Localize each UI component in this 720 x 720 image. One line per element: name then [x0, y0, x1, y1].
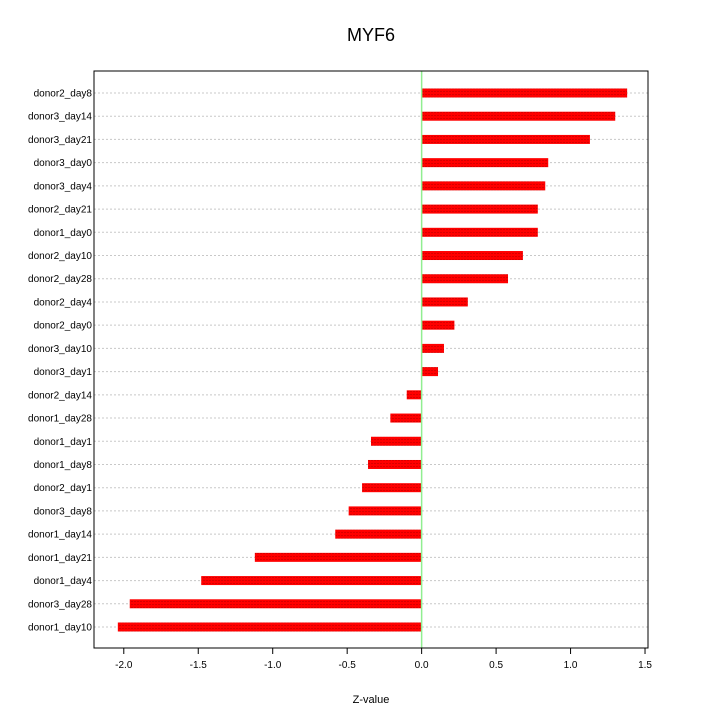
bar-donor2_day1 [362, 483, 422, 493]
x-tick-label: -0.5 [339, 660, 357, 671]
bar-donor3_day10 [421, 343, 444, 353]
category-label: donor2_day14 [28, 390, 92, 401]
bar-donor2_day21 [421, 204, 538, 214]
bar-donor2_day10 [421, 251, 523, 261]
category-label: donor3_day0 [34, 158, 93, 169]
x-axis: -2.0 -1.5 -1.0 -0.5 0.0 0.5 1.0 1.5 [115, 648, 652, 671]
category-label: donor3_day21 [28, 135, 92, 146]
category-label: donor1_day10 [28, 623, 92, 634]
x-tick-label: 1.5 [638, 660, 652, 671]
bar-donor1_day10 [117, 622, 422, 632]
category-label: donor1_day21 [28, 553, 92, 564]
x-tick-label: -1.5 [190, 660, 208, 671]
bar-donor1_day8 [368, 459, 422, 469]
bar-donor1_day28 [390, 413, 422, 423]
category-label: donor1_day14 [28, 530, 92, 541]
x-axis-label: Z-value [353, 694, 390, 706]
x-tick-label: -1.0 [264, 660, 282, 671]
bar-donor2_day28 [421, 274, 509, 284]
bars [117, 88, 628, 632]
bar-donor2_day4 [421, 297, 468, 307]
category-label: donor3_day10 [28, 344, 92, 355]
chart-title: MYF6 [347, 25, 395, 45]
bar-donor3_day14 [421, 111, 616, 121]
category-label: donor2_day10 [28, 251, 92, 262]
category-label: donor2_day28 [28, 274, 92, 285]
category-label: donor2_day21 [28, 205, 92, 216]
bar-donor3_day8 [348, 506, 422, 516]
bar-donor3_day1 [421, 367, 439, 377]
category-label: donor3_day4 [34, 181, 93, 192]
category-label: donor3_day28 [28, 599, 92, 610]
category-label: donor2_day1 [34, 483, 93, 494]
grid-lines [94, 92, 648, 628]
category-label: donor1_day0 [34, 228, 93, 239]
category-label: donor3_day1 [34, 367, 93, 378]
bar-donor1_day21 [254, 552, 422, 562]
category-label: donor2_day8 [34, 89, 93, 100]
x-tick-label: 1.0 [564, 660, 578, 671]
x-tick-label: 0.0 [415, 660, 429, 671]
bar-donor2_day0 [421, 320, 455, 330]
category-label: donor1_day28 [28, 414, 92, 425]
bar-donor3_day21 [421, 134, 590, 144]
bar-donor3_day0 [421, 158, 549, 168]
category-label: donor1_day8 [34, 460, 93, 471]
bar-donor1_day14 [335, 529, 422, 539]
category-label: donor1_day4 [34, 576, 93, 587]
x-tick-label: -2.0 [115, 660, 133, 671]
category-label: donor1_day1 [34, 437, 93, 448]
category-label: donor3_day8 [34, 506, 93, 517]
category-label: donor2_day4 [34, 297, 93, 308]
category-label: donor3_day14 [28, 112, 92, 123]
bar-donor3_day28 [129, 599, 422, 609]
bar-donor1_day0 [421, 227, 538, 237]
category-label: donor2_day0 [34, 321, 93, 332]
bar-donor2_day14 [406, 390, 422, 400]
bar-donor1_day1 [371, 436, 422, 446]
bar-donor1_day4 [201, 576, 422, 586]
category-labels: donor2_day8 donor3_day14 donor3_day21donor… [28, 89, 92, 634]
plot-frame [93, 70, 649, 649]
x-tick-label: 0.5 [489, 660, 503, 671]
bar-donor3_day4 [421, 181, 546, 191]
bar-donor2_day8 [421, 88, 628, 98]
